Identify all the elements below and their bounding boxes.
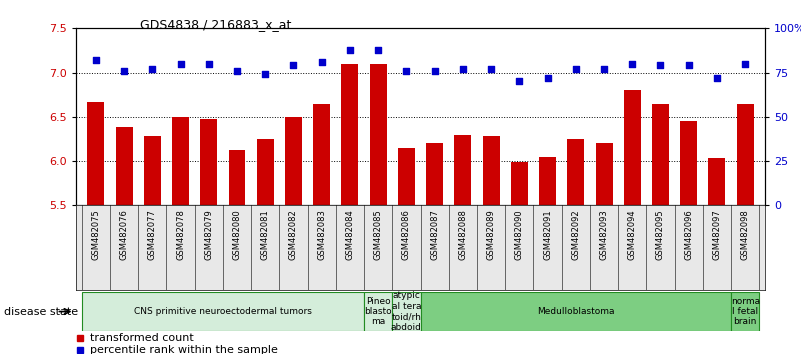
Text: GSM482091: GSM482091 <box>543 210 552 260</box>
Text: percentile rank within the sample: percentile rank within the sample <box>90 345 278 354</box>
Point <box>287 63 300 68</box>
Point <box>682 63 695 68</box>
Text: GSM482085: GSM482085 <box>374 210 383 260</box>
Point <box>174 61 187 67</box>
Point <box>316 59 328 65</box>
Text: GSM482082: GSM482082 <box>289 210 298 260</box>
Point <box>231 68 244 74</box>
Bar <box>341 64 358 205</box>
Point <box>541 75 554 81</box>
Point <box>457 66 469 72</box>
Bar <box>596 143 613 205</box>
Bar <box>737 103 754 205</box>
Text: GDS4838 / 216883_x_at: GDS4838 / 216883_x_at <box>140 18 292 31</box>
Point <box>259 72 272 77</box>
Bar <box>421 292 731 331</box>
Bar <box>709 159 726 205</box>
Text: GSM482088: GSM482088 <box>458 210 467 261</box>
Bar <box>483 136 500 205</box>
Bar <box>567 139 584 205</box>
Bar <box>539 157 556 205</box>
Bar <box>392 292 421 331</box>
Point <box>710 75 723 81</box>
Bar <box>115 127 132 205</box>
Text: norma
l fetal
brain: norma l fetal brain <box>731 297 760 326</box>
Point <box>654 63 667 68</box>
Text: GSM482081: GSM482081 <box>261 210 270 260</box>
Text: GSM482076: GSM482076 <box>119 210 129 261</box>
Text: GSM482095: GSM482095 <box>656 210 665 260</box>
Bar <box>731 292 759 331</box>
Text: GSM482097: GSM482097 <box>712 210 722 260</box>
Text: GSM482093: GSM482093 <box>599 210 609 260</box>
Point <box>344 47 356 52</box>
Point <box>372 47 384 52</box>
Text: GSM482096: GSM482096 <box>684 210 693 260</box>
Bar <box>398 148 415 205</box>
Bar <box>454 135 471 205</box>
Point <box>203 61 215 67</box>
Point <box>429 68 441 74</box>
Bar <box>144 136 161 205</box>
Point <box>739 61 751 67</box>
Bar <box>82 292 364 331</box>
Text: GSM482079: GSM482079 <box>204 210 213 260</box>
Bar <box>172 117 189 205</box>
Bar <box>426 143 443 205</box>
Bar <box>370 64 387 205</box>
Text: transformed count: transformed count <box>90 333 194 343</box>
Text: disease state: disease state <box>4 307 78 316</box>
Text: GSM482084: GSM482084 <box>345 210 355 260</box>
Bar <box>257 139 274 205</box>
Point <box>146 66 159 72</box>
Text: GSM482086: GSM482086 <box>402 210 411 261</box>
Text: GSM482094: GSM482094 <box>628 210 637 260</box>
Point <box>485 66 497 72</box>
Bar <box>624 90 641 205</box>
Text: GSM482098: GSM482098 <box>741 210 750 260</box>
Bar <box>87 102 104 205</box>
Bar <box>200 119 217 205</box>
Point <box>513 79 525 84</box>
Text: atypic
al tera
toid/rh
abdoid: atypic al tera toid/rh abdoid <box>391 291 422 332</box>
Bar <box>680 121 697 205</box>
Text: GSM482080: GSM482080 <box>232 210 242 260</box>
Text: GSM482089: GSM482089 <box>486 210 496 260</box>
Point <box>400 68 413 74</box>
Text: CNS primitive neuroectodermal tumors: CNS primitive neuroectodermal tumors <box>134 307 312 316</box>
Text: GSM482092: GSM482092 <box>571 210 580 260</box>
Text: GSM482087: GSM482087 <box>430 210 439 261</box>
Bar <box>364 292 392 331</box>
Point <box>118 68 131 74</box>
Bar <box>652 103 669 205</box>
Text: GSM482083: GSM482083 <box>317 210 326 261</box>
Bar <box>228 150 245 205</box>
Text: GSM482077: GSM482077 <box>148 210 157 261</box>
Text: GSM482078: GSM482078 <box>176 210 185 261</box>
Point <box>626 61 638 67</box>
Text: GSM482075: GSM482075 <box>91 210 100 260</box>
Point <box>570 66 582 72</box>
Text: Medulloblastoma: Medulloblastoma <box>537 307 614 316</box>
Point <box>90 57 103 63</box>
Bar <box>511 162 528 205</box>
Bar <box>285 117 302 205</box>
Text: GSM482090: GSM482090 <box>515 210 524 260</box>
Point <box>598 66 610 72</box>
Text: Pineo
blasto
ma: Pineo blasto ma <box>364 297 392 326</box>
Bar <box>313 103 330 205</box>
